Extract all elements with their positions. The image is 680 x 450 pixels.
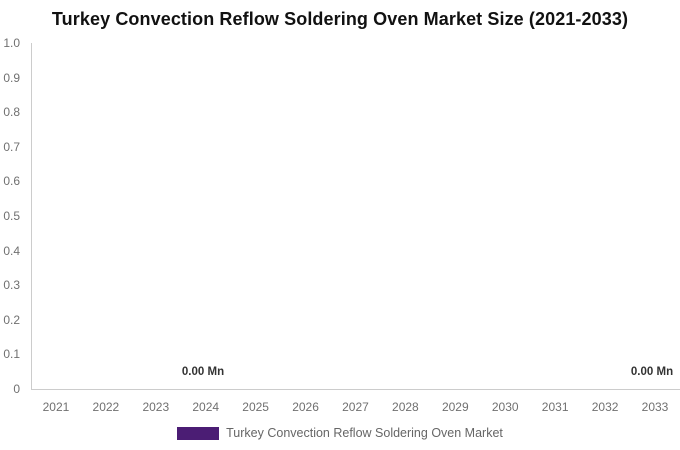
x-axis-tick-label: 2025 bbox=[242, 400, 269, 414]
x-axis-tick-label: 2027 bbox=[342, 400, 369, 414]
y-axis-tick-label: 0.2 bbox=[3, 312, 20, 327]
x-axis-tick-label: 2021 bbox=[42, 400, 70, 414]
y-axis-tick-label: 0.5 bbox=[3, 209, 20, 223]
x-axis-tick-label: 2024 bbox=[192, 400, 220, 414]
y-axis-tick-label: 0.9 bbox=[3, 70, 20, 85]
x-axis-tick-label: 2033 bbox=[641, 400, 669, 414]
chart-title: Turkey Convection Reflow Soldering Oven … bbox=[51, 9, 629, 29]
x-axis-tick-label: 2031 bbox=[541, 400, 569, 414]
x-axis-tick-label: 2030 bbox=[491, 400, 519, 414]
x-axis-tick-label: 2029 bbox=[441, 400, 469, 414]
x-axis-tick-label: 2026 bbox=[292, 400, 319, 414]
y-axis-tick-label: 1.0 bbox=[3, 36, 20, 50]
y-axis-tick-label: 0.3 bbox=[3, 278, 20, 293]
legend-swatch-icon bbox=[177, 426, 220, 440]
y-axis-tick-label: 0 bbox=[13, 382, 20, 396]
data-label-2024: 0.00 Mn bbox=[181, 366, 225, 378]
x-axis-tick-label: 2028 bbox=[392, 400, 419, 414]
y-axis-tick-label: 0.4 bbox=[3, 243, 20, 258]
x-axis-tick-label: 2022 bbox=[92, 400, 120, 414]
y-axis-tick-label: 0.8 bbox=[3, 105, 20, 120]
y-axis-tick-label: 0.6 bbox=[3, 174, 20, 189]
x-axis-tick-label: 2023 bbox=[142, 400, 170, 414]
legend-label: Turkey Convection Reflow Soldering Oven … bbox=[226, 426, 503, 440]
y-axis-tick-label: 0.1 bbox=[3, 347, 20, 362]
legend[interactable]: Turkey Convection Reflow Soldering Oven … bbox=[0, 426, 680, 440]
y-axis-tick-label: 0.7 bbox=[3, 139, 20, 154]
data-label-2033: 0.00 Mn bbox=[630, 366, 674, 378]
plot-area bbox=[31, 43, 680, 390]
x-axis-tick-label: 2032 bbox=[591, 400, 619, 414]
